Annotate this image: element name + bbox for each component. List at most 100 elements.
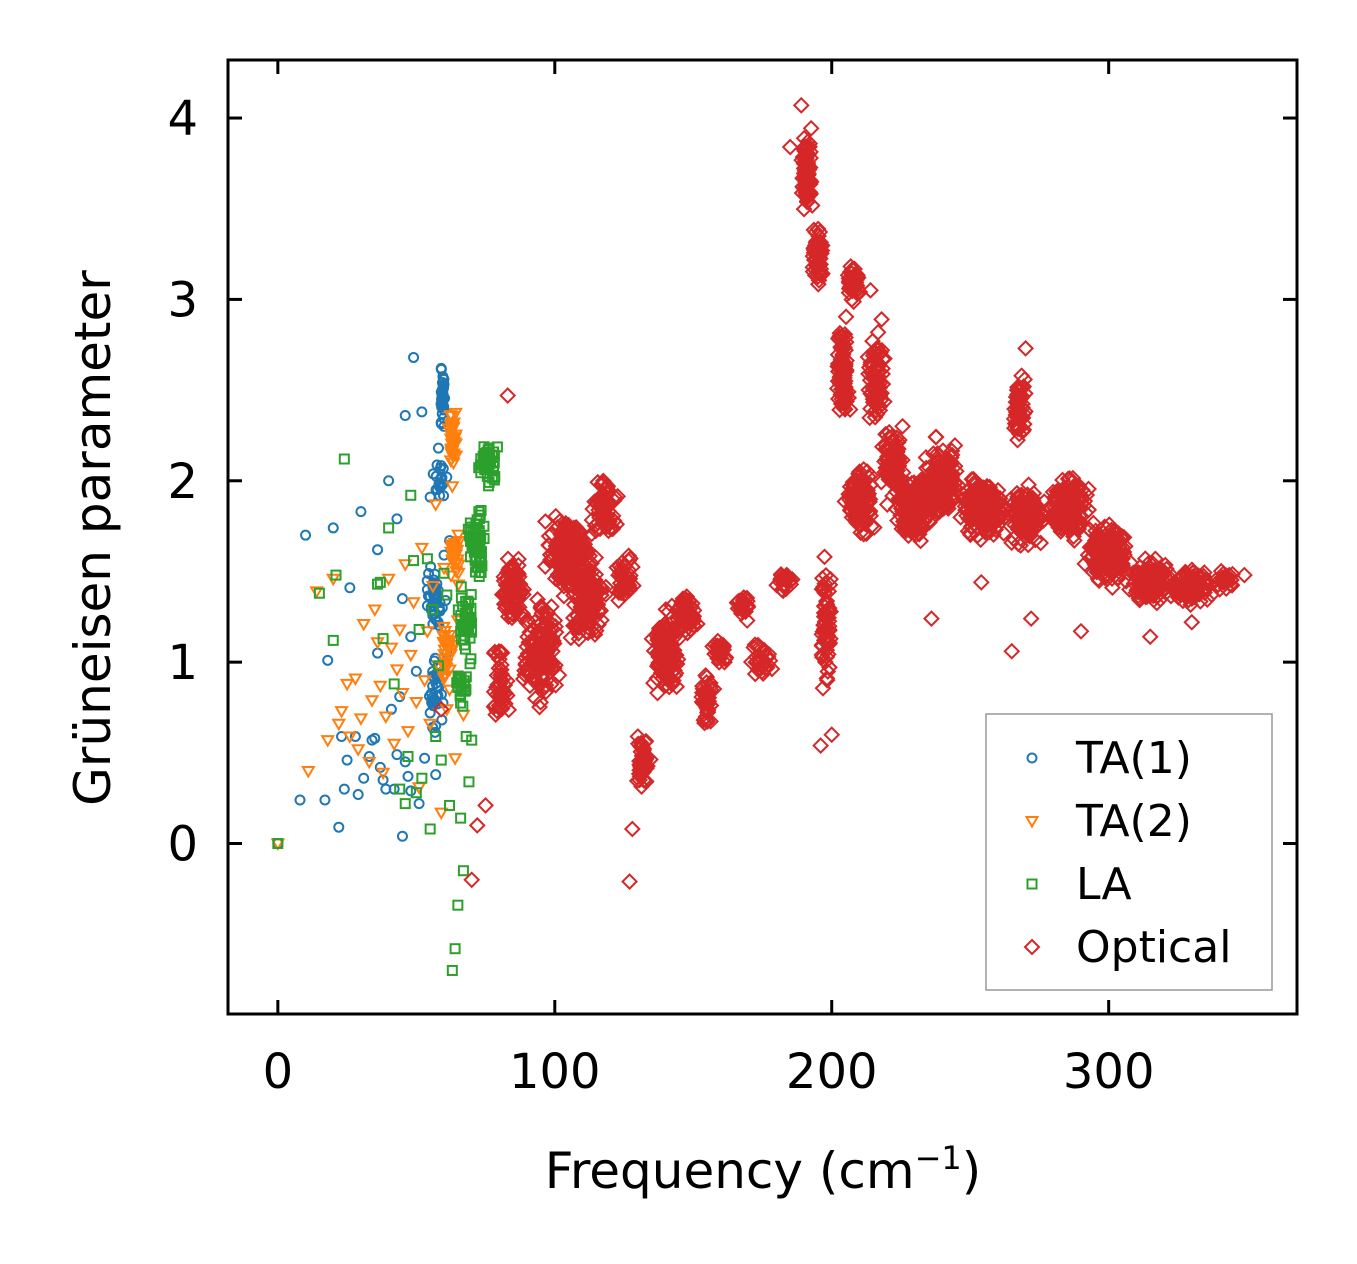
data-point (549, 518, 566, 536)
data-point (635, 749, 653, 767)
data-point (1054, 471, 1071, 489)
data-point (488, 702, 506, 720)
data-point (353, 713, 369, 726)
data-point (517, 656, 535, 674)
data-point (849, 490, 867, 508)
data-point (447, 753, 463, 766)
data-point (492, 661, 510, 678)
data-point (391, 749, 403, 761)
legend-marker-optical (1023, 938, 1041, 956)
data-point (964, 489, 982, 507)
data-point (441, 589, 453, 601)
series-la (272, 441, 503, 976)
data-point (693, 684, 711, 702)
data-point (461, 614, 473, 626)
data-point (807, 251, 825, 269)
x-tick-label: 300 (1063, 1044, 1155, 1100)
legend-label-optical: Optical (1076, 922, 1231, 973)
data-point (437, 395, 449, 407)
data-point (898, 494, 916, 512)
data-point (878, 442, 896, 460)
data-point (873, 310, 890, 328)
data-point (454, 689, 466, 701)
data-point (438, 373, 450, 385)
data-point (836, 493, 854, 510)
data-point (812, 737, 830, 754)
data-point (1083, 538, 1101, 556)
data-point (1051, 494, 1069, 512)
data-point (1026, 531, 1044, 549)
data-point (1111, 555, 1129, 573)
data-point (1148, 576, 1166, 594)
data-point (702, 712, 719, 730)
data-point (844, 282, 861, 300)
data-point (816, 575, 834, 593)
data-point (819, 663, 837, 680)
data-point (796, 176, 814, 194)
data-point (399, 409, 411, 421)
data-point (862, 356, 880, 373)
data-point (526, 690, 544, 707)
data-point (816, 614, 834, 632)
data-point (869, 323, 887, 341)
data-point (746, 665, 764, 683)
data-point (405, 631, 417, 643)
data-point (338, 453, 350, 465)
data-point (629, 735, 647, 753)
data-point (500, 701, 518, 719)
data-point (927, 428, 945, 446)
data-point (811, 244, 829, 262)
data-point (841, 278, 859, 296)
data-point (781, 138, 799, 156)
data-point (1049, 501, 1067, 518)
data-point (416, 772, 428, 784)
data-point (355, 506, 367, 518)
data-point (410, 665, 422, 677)
data-point (890, 490, 908, 508)
data-point (995, 524, 1013, 542)
data-point (800, 171, 817, 189)
data-point (421, 553, 433, 565)
data-point (1100, 547, 1118, 565)
data-point (495, 669, 513, 687)
data-point (435, 362, 447, 374)
data-point (811, 236, 829, 254)
data-point (438, 490, 450, 502)
data-point (438, 380, 450, 392)
data-point (604, 519, 621, 537)
data-point (417, 675, 432, 688)
data-point (439, 704, 455, 717)
data-point (430, 470, 442, 482)
data-point (1089, 526, 1107, 544)
y-axis-title: Grüneisen parameter (64, 270, 122, 806)
data-point (583, 622, 601, 640)
data-point (573, 612, 591, 630)
data-point (516, 666, 534, 684)
data-point (823, 726, 841, 744)
data-point (455, 812, 467, 824)
data-point (377, 633, 389, 645)
data-point (367, 604, 383, 618)
data-point (978, 488, 996, 506)
data-point (751, 638, 769, 656)
data-point (681, 615, 699, 633)
data-point (1008, 381, 1026, 399)
data-point (451, 529, 466, 543)
data-point (1218, 573, 1236, 591)
data-point (474, 531, 486, 543)
data-point (592, 497, 609, 515)
y-tick-label: 2 (167, 454, 198, 510)
data-point (1032, 534, 1050, 552)
data-point (545, 659, 563, 677)
data-point (420, 626, 435, 639)
data-point (395, 687, 410, 701)
data-point (344, 582, 356, 594)
data-point (568, 618, 586, 636)
data-point (837, 329, 854, 346)
data-point (438, 567, 450, 579)
data-point (436, 621, 451, 635)
data-point (678, 613, 695, 631)
legend-marker-ta-1 (1026, 752, 1038, 764)
data-point (431, 483, 443, 495)
data-point (1185, 570, 1202, 588)
